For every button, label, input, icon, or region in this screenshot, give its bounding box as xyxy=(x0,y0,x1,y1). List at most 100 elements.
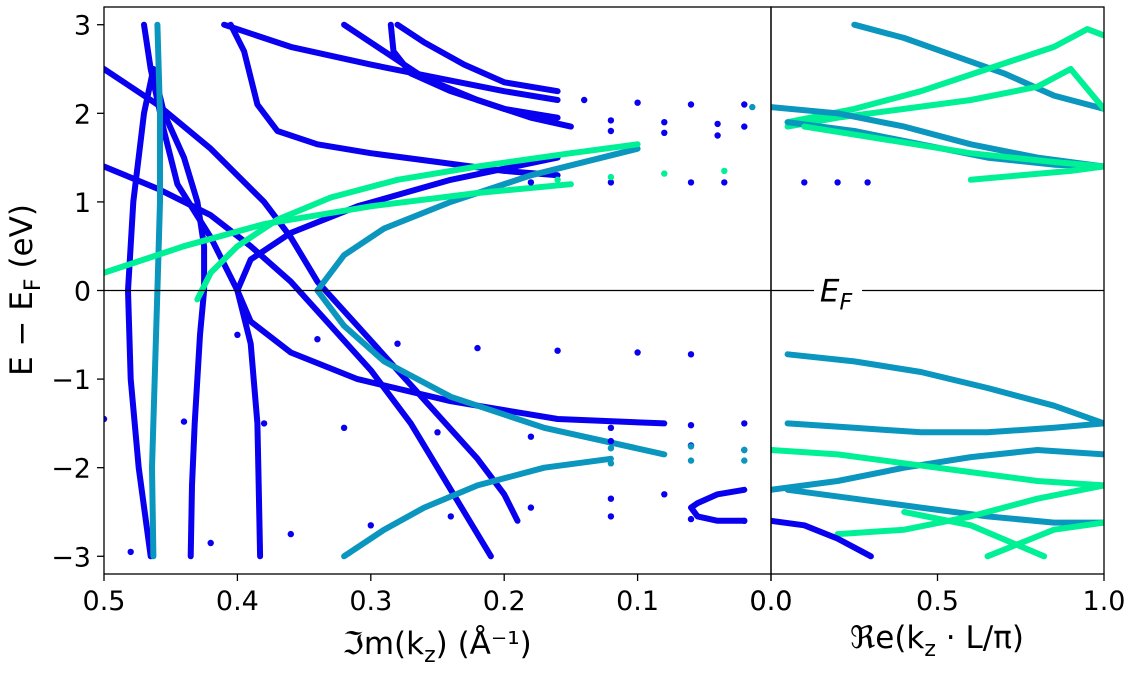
dots-1.35-point xyxy=(554,176,561,183)
dots-1.8-point xyxy=(714,132,721,139)
green-upper-line xyxy=(194,141,641,303)
dots-0.7-point xyxy=(687,351,695,358)
bottom-fan-2-line xyxy=(784,420,1104,436)
dots-2.0-point xyxy=(607,460,615,467)
dots-2.1-point xyxy=(741,101,748,108)
top-cross-c-line xyxy=(784,66,1104,130)
dots-1.35-point xyxy=(661,170,668,177)
dots-bottom-point xyxy=(661,491,668,498)
green-lower-line xyxy=(104,181,574,276)
top-arc-5-line xyxy=(394,21,561,95)
bottom-cross-e-line xyxy=(984,519,1104,560)
imaginary-xtick-label: 0.4 xyxy=(216,586,259,617)
real-xtick-label: 0.5 xyxy=(916,586,959,617)
top-arc-2-line xyxy=(221,21,561,103)
dots-1.45-point xyxy=(434,429,441,436)
dots-1.5-point xyxy=(687,422,695,429)
dots-bottom-point xyxy=(367,522,374,529)
top-fan-4-line xyxy=(967,163,1104,183)
top-cross-b-line xyxy=(784,26,1104,126)
dots-1.9-point xyxy=(741,123,748,130)
bottom-cross-f-line xyxy=(901,509,1048,560)
dots-2.6-point xyxy=(687,515,695,523)
dots-2.6-point xyxy=(741,517,748,524)
fermi-level-label: EF xyxy=(820,274,853,316)
dots-0.7-point xyxy=(554,347,561,354)
ytick-label: −3 xyxy=(51,542,91,573)
imaginary-xtick-label: 0.5 xyxy=(83,586,126,617)
dots-1.45-point xyxy=(180,418,188,425)
loop-small-line xyxy=(688,486,748,524)
top-fan-3-line xyxy=(801,123,1104,170)
ytick-label: 3 xyxy=(74,11,91,42)
dots-2.1b-point xyxy=(749,103,756,111)
dots-1.9-point xyxy=(661,119,668,126)
dots-2.1-point xyxy=(581,96,588,104)
dots-bottom-point xyxy=(207,539,214,547)
imaginary-xtick-label: 0.2 xyxy=(483,586,526,617)
loop-inner-line xyxy=(150,66,208,560)
dots-1.8-point xyxy=(607,127,615,135)
dots-1.5-point xyxy=(607,424,615,431)
bottom-cross-a-line xyxy=(771,447,1104,493)
imaginary-xtick-label: 0.3 xyxy=(349,586,392,617)
bottom-fan-1-line xyxy=(784,351,1104,427)
dots-1.5-point xyxy=(741,420,748,427)
real-xtick-label: 1.0 xyxy=(1083,586,1126,617)
ytick-label: 2 xyxy=(74,99,91,130)
imaginary-xtick-label: 0.0 xyxy=(750,586,793,617)
dots-1.8-point xyxy=(661,129,668,136)
dots-bottom-point xyxy=(287,530,294,538)
ytick-label: 1 xyxy=(74,188,91,219)
dots-bottom-point xyxy=(527,504,535,511)
top-cross-a-line xyxy=(851,21,1104,112)
dots-bottom-point xyxy=(127,548,134,556)
dots-1.45-point xyxy=(607,437,615,445)
dots-0.7-point xyxy=(474,344,481,352)
bottom-cross-c-line xyxy=(784,486,1104,526)
dots-1.45-point xyxy=(260,420,268,427)
dots-1.22-point xyxy=(834,179,841,186)
dots-1.8b-point xyxy=(607,445,615,452)
bottom-cross-d-line xyxy=(834,482,1104,538)
y-axis-label: E − EF (eV) xyxy=(4,204,46,376)
dots-2.1-point xyxy=(634,99,641,106)
imaginary-xtick-label: 0.1 xyxy=(616,586,659,617)
dots-bottom-point xyxy=(607,495,615,502)
dots-2.1-point xyxy=(687,101,695,108)
dots-0.7-point xyxy=(234,331,241,338)
dots-1.45-point xyxy=(340,424,348,431)
x-axis-label-imaginary: ℑm(kz) (Å⁻¹) xyxy=(342,626,532,668)
dots-1.45-point xyxy=(104,415,108,423)
dots-1.9-point xyxy=(607,117,615,124)
ytick-label: 0 xyxy=(74,277,91,308)
dots-0.7-point xyxy=(314,336,321,343)
real-panel-data xyxy=(771,21,1104,560)
dots-1.2-point xyxy=(721,179,728,186)
dots-0.7-point xyxy=(394,340,401,347)
dots-0.7-point xyxy=(634,349,641,356)
branch-1-line xyxy=(104,66,521,524)
dots-1.8b-point xyxy=(741,446,748,454)
dots-1.9-point xyxy=(714,120,721,128)
dots-1.2-point xyxy=(687,179,695,186)
x-axis-label-real: ℜe(kz · L/π) xyxy=(850,620,1024,662)
dots-1.2-point xyxy=(607,179,615,186)
ytick-label: −1 xyxy=(51,365,91,396)
dots-2.0-point xyxy=(741,457,748,464)
dots-1.22-point xyxy=(864,179,871,186)
dots-2.6-point xyxy=(607,513,615,520)
dots-bottom-point xyxy=(447,513,454,520)
ytick-label: −2 xyxy=(51,454,91,485)
dots-1.35-point xyxy=(721,167,728,175)
bottom-tail-line xyxy=(771,517,874,560)
teal-bottom-line xyxy=(341,455,614,560)
bottom-cross-b-line xyxy=(771,447,1104,489)
dots-1.45-point xyxy=(527,433,535,440)
dots-1.2-point xyxy=(527,179,535,186)
dots-1.35-point xyxy=(607,173,615,181)
top-arc-4-line xyxy=(387,21,561,121)
dots-1.8b-point xyxy=(687,443,695,450)
